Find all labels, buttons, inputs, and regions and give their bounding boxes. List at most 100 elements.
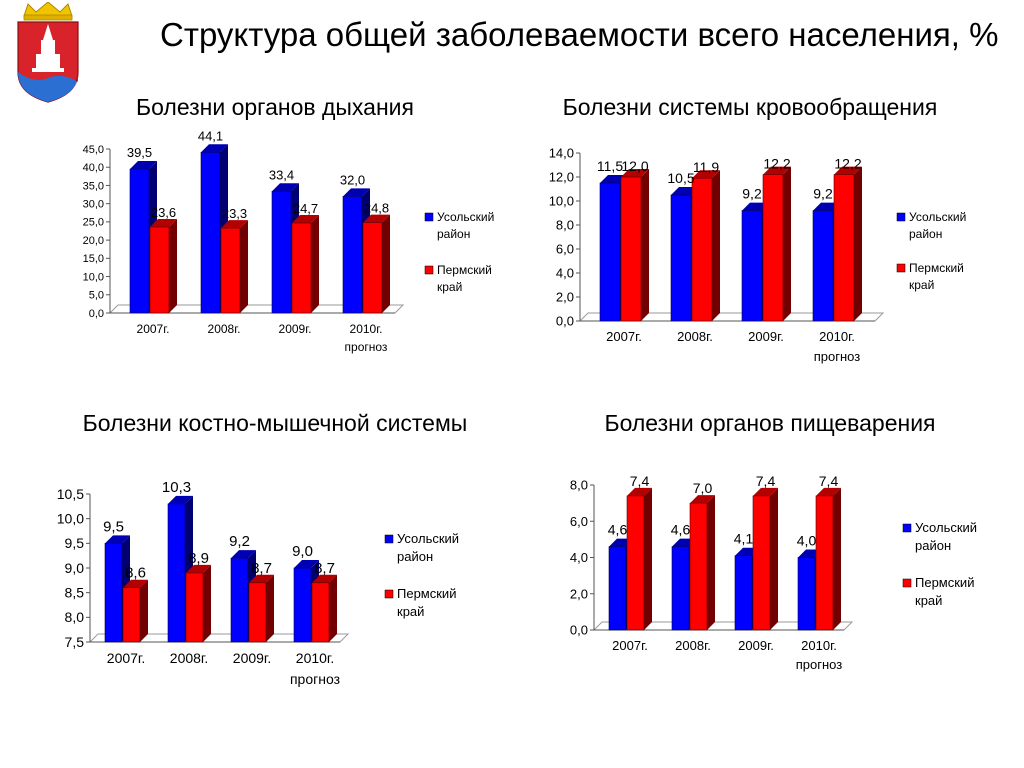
- legend-label-0: Усольский: [437, 210, 494, 224]
- data-label-series2-2: 12,2: [763, 156, 790, 172]
- data-label-series1-2: 9,2: [229, 533, 250, 550]
- legend-swatch-0: [896, 212, 906, 222]
- data-label-series2-0: 23,6: [151, 205, 176, 220]
- x-tick-label: 2010г.: [296, 650, 334, 666]
- y-tick-label: 4,0: [556, 266, 574, 281]
- y-tick-label: 6,0: [556, 242, 574, 257]
- bar-series2-1: [689, 495, 715, 631]
- page-title: Структура общей заболеваемости всего нас…: [160, 16, 999, 53]
- data-label-series2-3: 24,8: [364, 201, 389, 216]
- chart-2-group: 7,5 8,0 8,5 9,0 9,5 10,0 10,5 9,5 8,6 2007г. 10,3 8…: [57, 479, 459, 687]
- bar-series2-1: [691, 170, 720, 322]
- chart-3-group: 0,0 2,0 4,0 6,0 8,0 4,6 7,4 2007г. 4,6 7,0 2008г. 4…: [570, 473, 977, 672]
- coat-of-arms-emblem: [17, 2, 79, 103]
- data-label-series1-3: 9,2: [813, 186, 833, 202]
- y-tick-label: 10,5: [57, 486, 84, 502]
- x-tick-label: 2010г.: [801, 638, 837, 653]
- x-tick-label: 2007г.: [107, 650, 145, 666]
- data-label-series2-0: 7,4: [630, 473, 650, 489]
- legend-label-1: Пермский: [909, 261, 964, 275]
- bar-series2-1: [185, 564, 211, 643]
- data-label-series2-3: 8,7: [314, 560, 335, 577]
- data-label-series2-1: 7,0: [693, 480, 713, 496]
- legend-label-1: Пермский: [915, 575, 974, 590]
- y-tick-label: 10,0: [549, 194, 574, 209]
- y-tick-label: 8,0: [65, 609, 85, 625]
- data-label-series1-1: 4,6: [671, 522, 691, 538]
- bar-series2-3: [362, 214, 390, 314]
- legend-swatch-1: [424, 265, 434, 275]
- y-tick-label: 15,0: [83, 253, 104, 265]
- y-tick-label: 8,5: [65, 585, 85, 601]
- legend-swatch-1: [896, 263, 906, 273]
- legend-label-1: Пермский: [397, 586, 456, 601]
- y-tick-label: 2,0: [570, 586, 588, 601]
- bar-series2-2: [762, 166, 791, 322]
- x-tick-label: 2008г.: [208, 322, 241, 336]
- x-tick-label-sub: прогноз: [290, 671, 340, 687]
- y-tick-label: 5,0: [89, 290, 104, 302]
- chart-0-group: 0,0 5,0 10,0 15,0 20,0 25,0 30,0 35,0 40,0 45,0 39…: [83, 128, 495, 354]
- data-label-series1-2: 9,2: [742, 186, 762, 202]
- x-tick-label-sub: прогноз: [345, 340, 388, 354]
- x-tick-label: 2008г.: [170, 650, 208, 666]
- bar-series2-3: [815, 487, 841, 631]
- data-label-series2-0: 8,6: [125, 565, 146, 582]
- x-tick-label: 2008г.: [677, 329, 713, 344]
- y-tick-label: 35,0: [83, 180, 104, 192]
- legend-label-0-line2: район: [437, 227, 470, 241]
- y-tick-label: 25,0: [83, 217, 104, 229]
- y-tick-label: 10,0: [83, 271, 104, 283]
- y-tick-label: 0,0: [89, 308, 104, 320]
- x-tick-label: 2009г.: [748, 329, 784, 344]
- y-tick-label: 12,0: [549, 170, 574, 185]
- data-label-series1-1: 10,3: [162, 479, 191, 496]
- y-tick-label: 9,5: [65, 535, 85, 551]
- x-tick-label-sub: прогноз: [814, 349, 861, 364]
- bar-series2-3: [833, 166, 862, 322]
- x-tick-label: 2008г.: [675, 638, 711, 653]
- chart-title-digestive: Болезни органов пищеварения: [604, 410, 936, 436]
- chart-1-group: 0,02,04,06,08,010,012,014,011,512,02007г…: [549, 146, 967, 364]
- data-label-series2-2: 7,4: [756, 473, 776, 489]
- legend-label-0-line2: район: [909, 227, 942, 241]
- x-tick-label: 2007г.: [606, 329, 642, 344]
- legend-label-0: Усольский: [915, 520, 977, 535]
- x-tick-label: 2009г.: [233, 650, 271, 666]
- data-label-series2-3: 7,4: [819, 473, 839, 489]
- data-label-series1-0: 4,6: [608, 522, 628, 538]
- data-label-series1-2: 33,4: [269, 167, 294, 182]
- y-tick-label: 30,0: [83, 199, 104, 211]
- legend-label-1-line2: край: [437, 280, 462, 294]
- legend-swatch-0: [902, 523, 912, 533]
- y-tick-label: 8,0: [556, 218, 574, 233]
- y-tick-label: 8,0: [570, 478, 588, 493]
- legend-label-0-line2: район: [915, 538, 951, 553]
- chart-title-musculoskeletal: Болезни костно-мышечной системы: [82, 410, 468, 436]
- y-tick-label: 9,0: [65, 560, 85, 576]
- chart-title-circulatory: Болезни системы кровообращения: [562, 94, 938, 120]
- bar-series2-3: [311, 574, 337, 643]
- y-tick-label: 0,0: [556, 314, 574, 329]
- data-label-series2-1: 8,9: [188, 550, 209, 567]
- y-tick-label: 10,0: [57, 511, 84, 527]
- data-label-series2-3: 12,2: [834, 156, 861, 172]
- y-tick-label: 7,5: [65, 634, 85, 650]
- data-label-series1-0: 9,5: [103, 518, 124, 535]
- x-tick-label-sub: прогноз: [796, 657, 843, 672]
- legend-swatch-0: [424, 212, 434, 222]
- bar-series2-2: [752, 487, 778, 631]
- x-tick-label: 2007г.: [137, 322, 170, 336]
- y-tick-label: 20,0: [83, 235, 104, 247]
- bar-series2-0: [626, 487, 652, 631]
- legend-label-1: Пермский: [437, 263, 492, 277]
- bar-series2-0: [122, 579, 148, 643]
- legend-swatch-1: [902, 578, 912, 588]
- legend-label-1-line2: край: [909, 278, 934, 292]
- bar-series2-0: [620, 169, 649, 322]
- data-label-series2-1: 23,3: [222, 206, 247, 221]
- data-label-series1-3: 9,0: [292, 543, 313, 560]
- legend-label-0: Усольский: [397, 531, 459, 546]
- y-tick-label: 45,0: [83, 144, 104, 156]
